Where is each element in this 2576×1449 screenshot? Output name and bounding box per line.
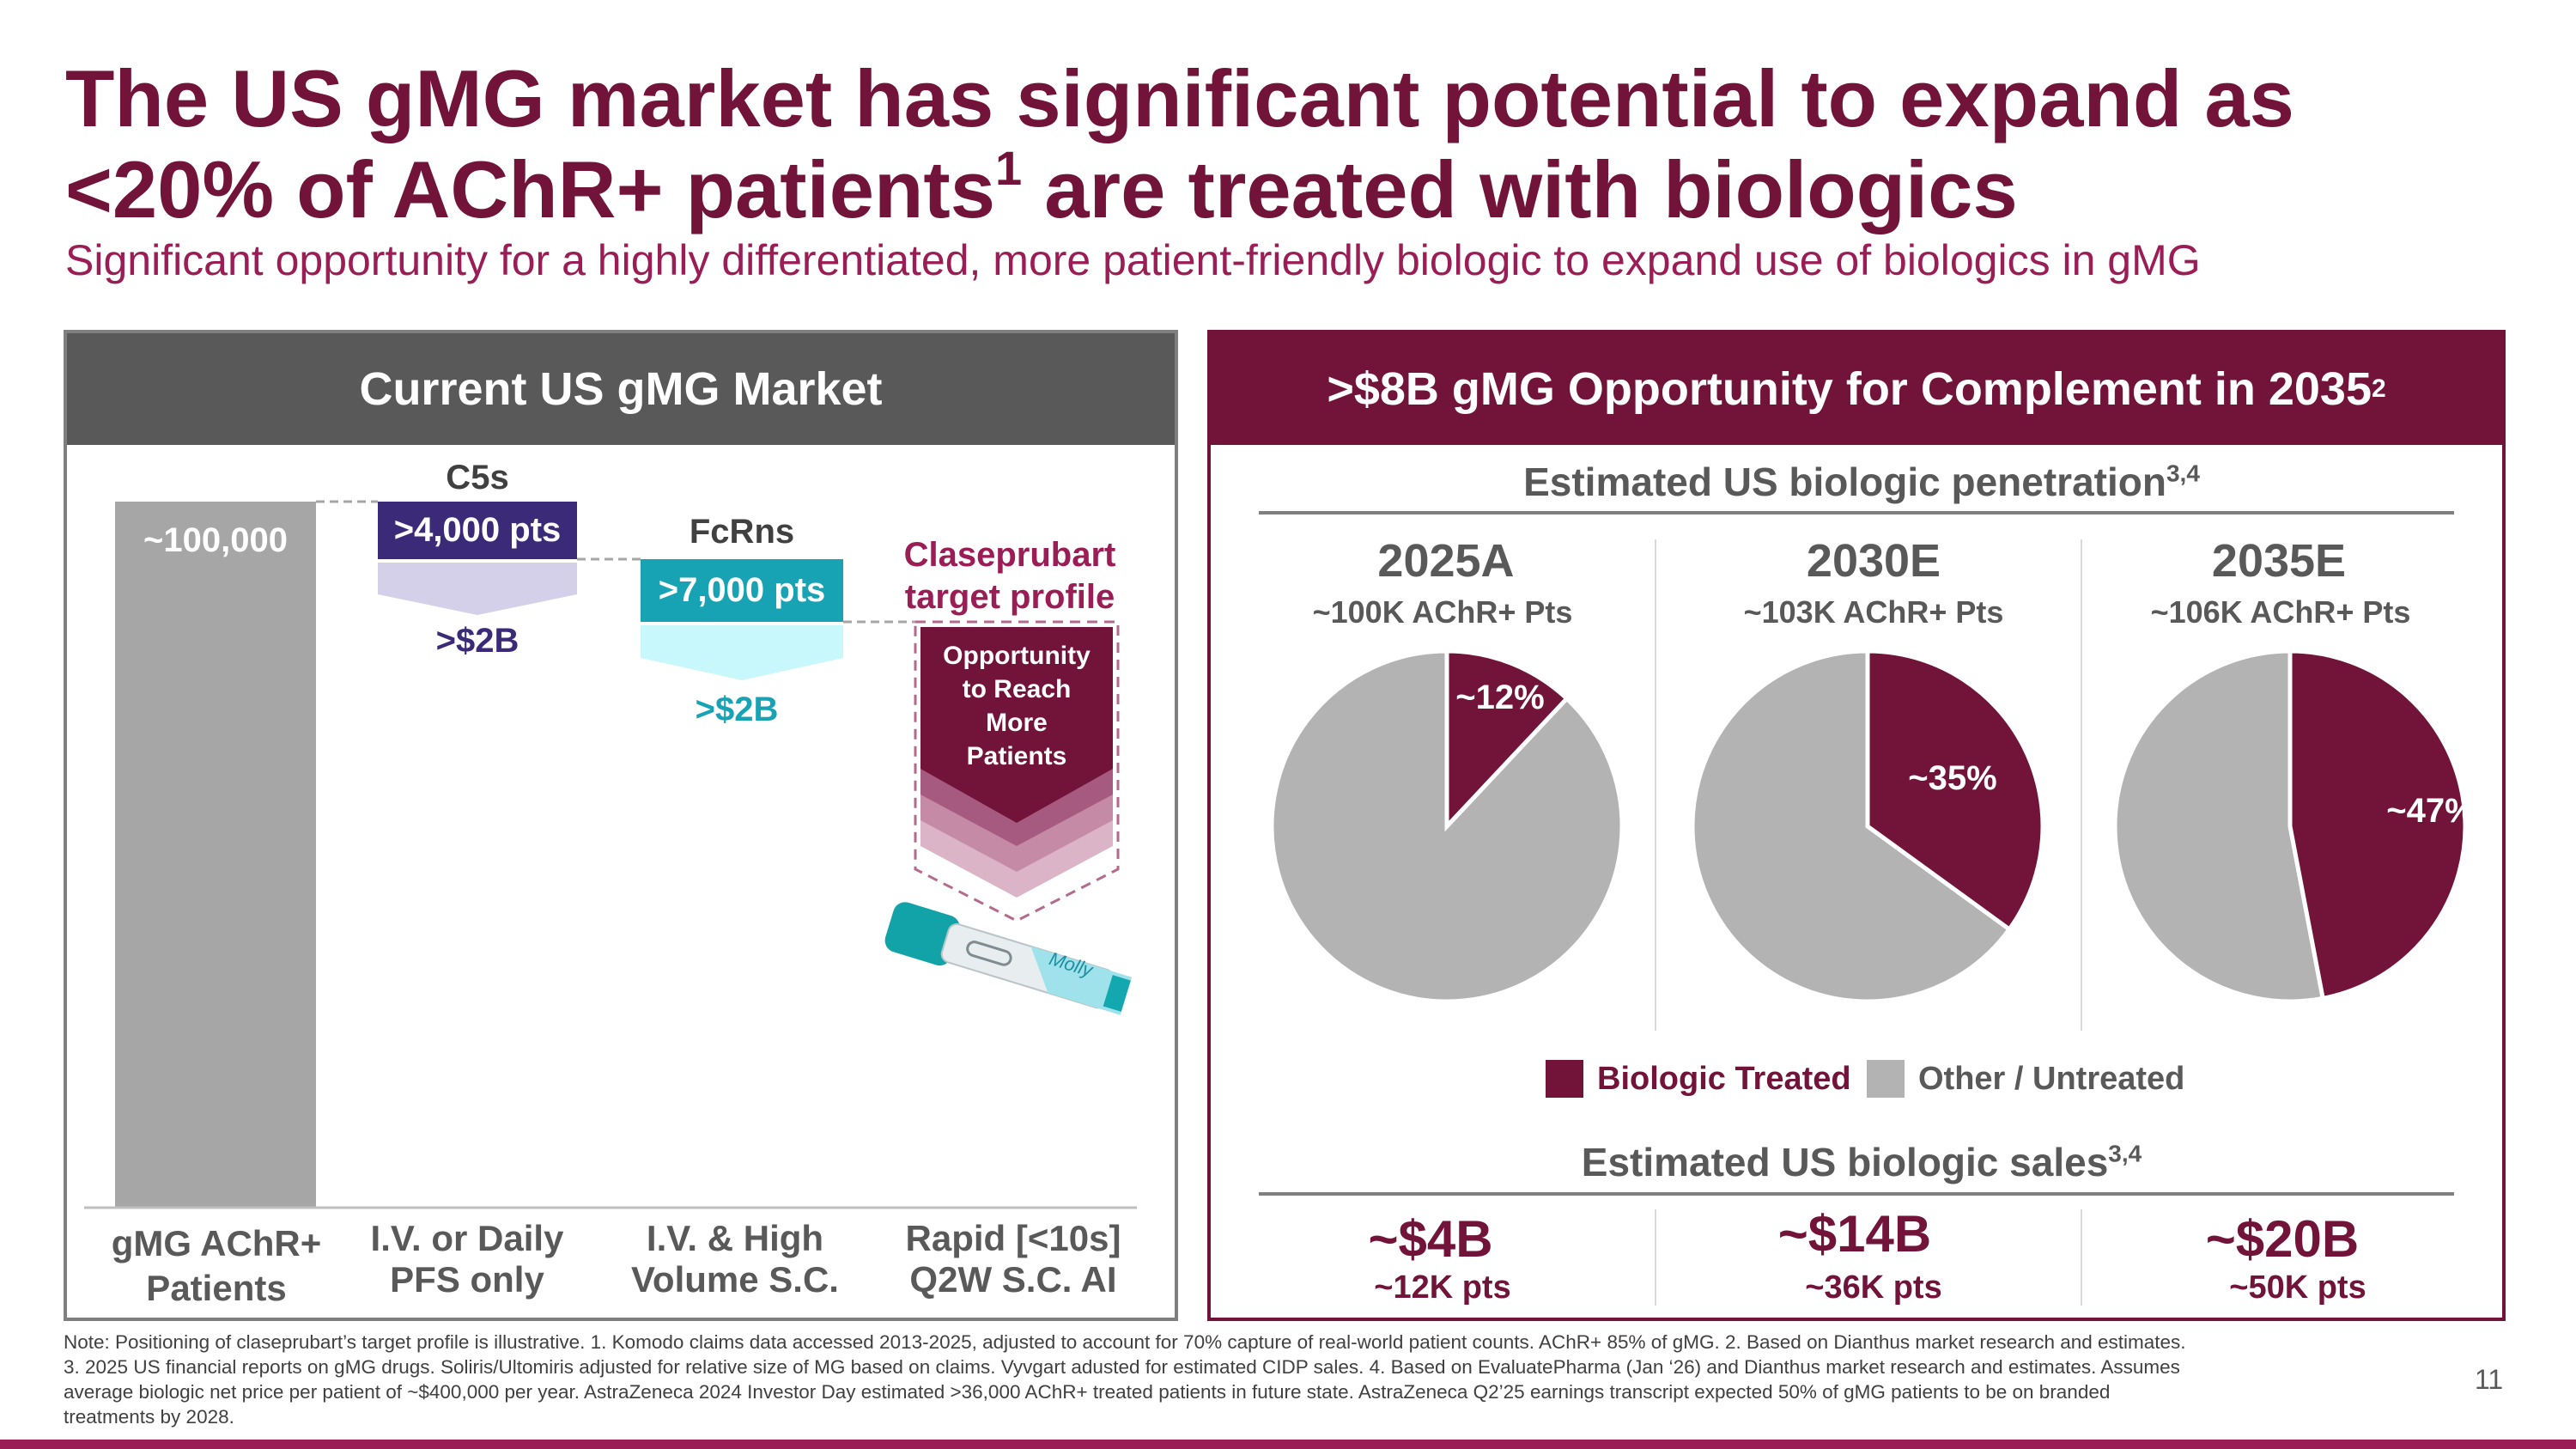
- fcrn-header: FcRns: [689, 513, 795, 551]
- total-patients-label: ~100,000: [143, 521, 288, 559]
- sales-pts-2030: ~36K pts: [1805, 1269, 1942, 1306]
- page-number: 11: [2475, 1364, 2504, 1395]
- legend-other-swatch: [1867, 1060, 1905, 1098]
- footnote: Note: Positioning of claseprubart’s targ…: [64, 1330, 2433, 1429]
- sales-title: Estimated US biologic sales3,4: [1581, 1140, 2142, 1184]
- complement-opportunity-header: >$8B gMG Opportunity for Complement in 2…: [1211, 333, 2502, 445]
- sales-pts-2035: ~50K pts: [2229, 1269, 2366, 1306]
- clase-body-line-1: Opportunity: [943, 642, 1091, 670]
- sales-value-2035: ~$20B: [2205, 1210, 2360, 1268]
- current-market-header: Current US gMG Market: [67, 333, 1175, 445]
- clase-body-line-3: More: [986, 709, 1048, 737]
- legend-other: Other / Untreated: [1867, 1060, 2184, 1098]
- pie-label-2025: ~12%: [1455, 679, 1545, 716]
- category-label-clase: Rapid [<10s] Q2W S.C. AI: [905, 1218, 1121, 1300]
- category-label-fcrn: I.V. & High Volume S.C.: [631, 1218, 839, 1300]
- footnote-line: average biologic net price per patient o…: [64, 1381, 2111, 1403]
- footnote-line: Note: Positioning of claseprubart’s targ…: [64, 1331, 2186, 1353]
- c5-header: C5s: [446, 459, 509, 496]
- footnote-line: treatments by 2028.: [64, 1406, 234, 1428]
- fcrn-pts-label: >7,000 pts: [658, 571, 826, 609]
- sales-pts-2025: ~12K pts: [1374, 1269, 1511, 1306]
- footnote-line: 3. 2025 US financial reports on gMG drug…: [64, 1356, 2180, 1378]
- pie-pop-2030: ~103K AChR+ Pts: [1743, 594, 2004, 630]
- legend-treated: Biologic Treated: [1546, 1060, 1851, 1098]
- bottom-accent-bar: [0, 1440, 2576, 1449]
- c5-pts-label: >4,000 pts: [393, 511, 562, 549]
- clase-title-line-2: target profile: [904, 578, 1115, 616]
- category-label-c5: I.V. or Daily PFS only: [370, 1218, 564, 1300]
- penetration-title: Estimated US biologic penetration3,4: [1523, 460, 2200, 504]
- pie-pop-2035: ~106K AChR+ Pts: [2150, 594, 2411, 630]
- slide-title: The US gMG market has significant potent…: [65, 53, 2538, 235]
- c5-value-label: >$2B: [435, 622, 519, 660]
- pie-year-2025: 2025A: [1377, 535, 1515, 587]
- current-market-panel: Current US gMG Market: [64, 330, 1178, 1321]
- category-label-total: gMG AChR+ Patients: [111, 1223, 322, 1308]
- title-line-2: <20% of AChR+ patients1 are treated with…: [65, 141, 2018, 235]
- legend-treated-swatch: [1546, 1060, 1583, 1098]
- pie-year-2030: 2030E: [1806, 535, 1941, 587]
- slide-subtitle: Significant opportunity for a highly dif…: [65, 236, 2201, 284]
- pie-year-2035: 2035E: [2211, 535, 2347, 587]
- fcrn-value-label: >$2B: [695, 691, 779, 728]
- clase-title-line-1: Claseprubart: [903, 536, 1116, 574]
- sales-value-2030: ~$14B: [1777, 1205, 1932, 1263]
- pie-label-2030: ~35%: [1908, 759, 1997, 797]
- clase-body-line-4: Patients: [966, 742, 1067, 770]
- clase-body-line-2: to Reach: [962, 675, 1072, 703]
- pie-pop-2025: ~100K AChR+ Pts: [1312, 594, 1573, 630]
- pie-label-2035: ~47%: [2386, 792, 2476, 830]
- sales-value-2025: ~$4B: [1368, 1210, 1493, 1268]
- title-line-1: The US gMG market has significant potent…: [65, 53, 2294, 143]
